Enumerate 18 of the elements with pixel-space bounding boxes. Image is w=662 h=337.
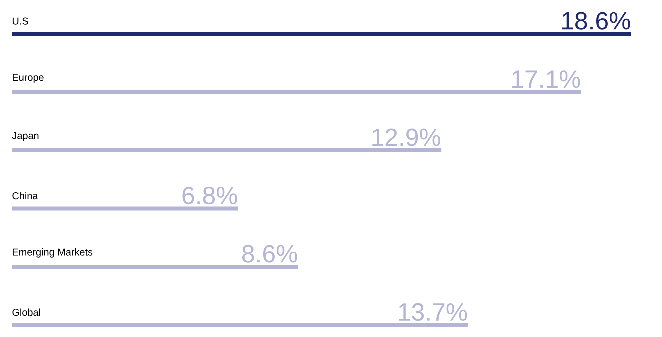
bar (12, 32, 632, 36)
y-tick-label: Japan (12, 132, 39, 142)
data-label: 13.7% (399, 303, 468, 322)
y-tick-label: Emerging Markets (13, 248, 93, 258)
bar (12, 265, 298, 270)
y-tick-label: China (12, 192, 38, 200)
data-label: 18.6% (562, 12, 630, 30)
data-label: 17.1% (512, 70, 580, 88)
data-label: 8.6% (242, 245, 298, 263)
y-tick-label: Global (12, 308, 40, 316)
y-tick-label: Europe (13, 74, 44, 84)
bar (12, 206, 238, 211)
data-label: 12.9% (372, 128, 441, 146)
bar (12, 148, 442, 153)
bar (12, 323, 468, 328)
y-tick-label: U.S (12, 18, 28, 25)
data-label: 6.8% (182, 186, 238, 205)
bar (12, 90, 582, 94)
